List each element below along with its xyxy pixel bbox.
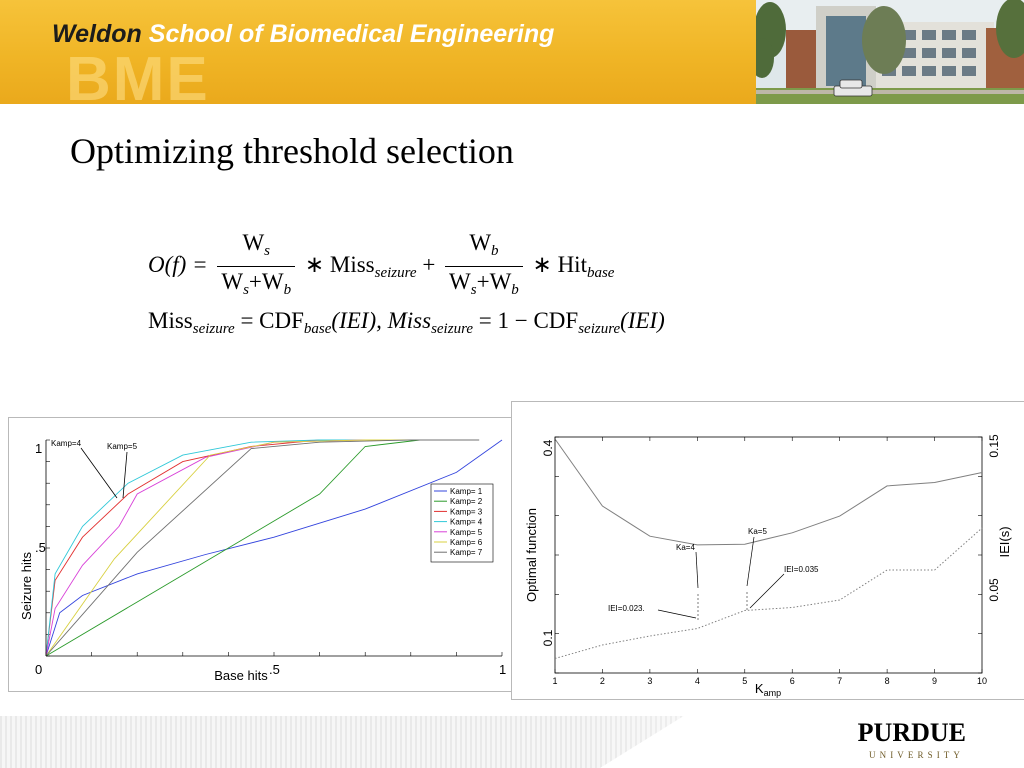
roc-arrow-kamp4 bbox=[80, 447, 118, 499]
roc-chart: Seizure hits Base hits 1 .5 0 .5 1 Kamp=… bbox=[19, 439, 506, 683]
optimal-ytick-01: 0.1 bbox=[541, 629, 555, 646]
optimal-series-1 bbox=[554, 438, 983, 546]
optimal-function-chart: 1 2 3 4 5 6 7 8 9 10 Optimal function IEI(s) 0.4 … bbox=[524, 434, 1012, 698]
equation-objective: O(f) = Ws Ws+Wb ∗ Missseizure + Wb Ws+Wb… bbox=[148, 228, 614, 305]
optimal-xlabel: Kamp bbox=[755, 681, 781, 698]
roc-legend-label-2: Kamp= 2 bbox=[450, 497, 483, 506]
optimal-xtick-label-9: 9 bbox=[932, 676, 937, 686]
eq-hit-term: ∗ Hit bbox=[532, 251, 587, 277]
banner-title-school: School of Biomedical Engineering bbox=[148, 20, 555, 48]
optimal-ytick-right-015: 0.15 bbox=[987, 434, 1001, 458]
optimal-arrow-ka4 bbox=[695, 551, 699, 589]
car bbox=[833, 79, 873, 97]
optimal-xtick-label-3: 3 bbox=[647, 676, 652, 686]
roc-ytick-05: .5 bbox=[35, 540, 46, 555]
optimal-xtick-label-4: 4 bbox=[695, 676, 700, 686]
roc-legend-label-5: Kamp= 5 bbox=[450, 528, 483, 537]
footer: PURDUE UNIVERSITY bbox=[0, 710, 1024, 768]
roc-ylabel: Seizure hits bbox=[19, 552, 34, 620]
roc-legend-label-7: Kamp= 7 bbox=[450, 548, 483, 557]
optimal-plot-area bbox=[554, 436, 983, 674]
optimal-arrow-iei0035 bbox=[749, 573, 785, 609]
slide-title: Optimizing threshold selection bbox=[70, 131, 514, 171]
optimal-xtick-label-8: 8 bbox=[885, 676, 890, 686]
optimal-xtick-label-1: 1 bbox=[552, 676, 557, 686]
tree-right bbox=[996, 0, 1024, 58]
banner-title: Weldon School of Biomedical Engineering bbox=[52, 20, 554, 49]
optimal-function-chart-frame: 1 2 3 4 5 6 7 8 9 10 Optimal function IEI(s) 0.4 … bbox=[511, 401, 1024, 700]
optimal-ylabel-left: Optimal function bbox=[524, 508, 539, 602]
roc-xtick-1: 1 bbox=[499, 662, 506, 677]
eq-lhs: O(f) = bbox=[148, 251, 208, 277]
optimal-annotation-ka4: Ka=4 bbox=[676, 543, 695, 552]
optimal-xtick-label-7: 7 bbox=[837, 676, 842, 686]
tree-left bbox=[756, 2, 786, 78]
optimal-ylabel-right: IEI(s) bbox=[997, 526, 1012, 557]
roc-legend-label-1: Kamp= 1 bbox=[450, 487, 483, 496]
roc-series-line-4 bbox=[45, 439, 411, 657]
roc-series-line-7 bbox=[45, 439, 480, 657]
roc-legend-label-4: Kamp= 4 bbox=[450, 518, 483, 527]
roc-series-line-6 bbox=[45, 439, 448, 657]
optimal-ytick-right-005: 0.05 bbox=[987, 578, 1001, 602]
banner-title-weldon: Weldon bbox=[52, 20, 142, 48]
eq-fraction-1: Ws Ws+Wb bbox=[217, 228, 296, 305]
roc-legend-box bbox=[430, 483, 494, 563]
eq-fraction-2: Wb Ws+Wb bbox=[445, 228, 523, 305]
roc-legend-label-3: Kamp= 3 bbox=[450, 507, 483, 516]
optimal-series-2 bbox=[554, 527, 983, 659]
equation-miss-definition: Missseizure = CDFbase(IEI), Missseizure … bbox=[148, 308, 665, 337]
purdue-logo: PURDUE bbox=[857, 718, 966, 747]
roc-annotation-kamp5: Kamp=5 bbox=[107, 442, 138, 451]
optimal-ytick-04: 0.4 bbox=[541, 439, 555, 456]
optimal-arrow-iei0023 bbox=[657, 609, 697, 619]
header-banner: BME Weldon School of Biomedical Engineer… bbox=[0, 0, 1024, 104]
tree-middle bbox=[862, 6, 906, 74]
optimal-xtick-label-6: 6 bbox=[790, 676, 795, 686]
eq-miss-term: ∗ Miss bbox=[304, 251, 375, 277]
roc-arrow-kamp5 bbox=[122, 451, 128, 499]
roc-series-line-1 bbox=[45, 439, 503, 657]
roc-xtick-05: .5 bbox=[269, 662, 280, 677]
roc-xtick-0: 0 bbox=[35, 662, 42, 677]
optimal-annotation-iei0035: IEI=0.035 bbox=[784, 565, 819, 574]
optimal-xtick-label-5: 5 bbox=[742, 676, 747, 686]
building-photo bbox=[756, 0, 1024, 104]
purdue-university-text: UNIVERSITY bbox=[869, 750, 964, 760]
roc-series-line-2 bbox=[45, 439, 466, 657]
optimal-annotation-ka5: Ka=5 bbox=[748, 527, 767, 536]
roc-annotation-kamp4: Kamp=4 bbox=[51, 439, 82, 448]
banner-background bbox=[0, 0, 756, 104]
roc-chart-frame: Seizure hits Base hits 1 .5 0 .5 1 Kamp=… bbox=[8, 417, 513, 692]
optimal-arrow-ka5 bbox=[746, 536, 755, 587]
roc-xlabel: Base hits bbox=[214, 668, 268, 683]
optimal-xtick-label-2: 2 bbox=[600, 676, 605, 686]
roc-series-line-3 bbox=[45, 439, 457, 657]
optimal-annotation-iei0023: IEI=0.023. bbox=[608, 604, 645, 613]
roc-ytick-1: 1 bbox=[35, 441, 42, 456]
roc-series-line-5 bbox=[45, 439, 366, 657]
roc-legend-label-6: Kamp= 6 bbox=[450, 538, 483, 547]
optimal-xtick-label-10: 10 bbox=[977, 676, 987, 686]
bme-watermark: BME bbox=[66, 45, 210, 104]
